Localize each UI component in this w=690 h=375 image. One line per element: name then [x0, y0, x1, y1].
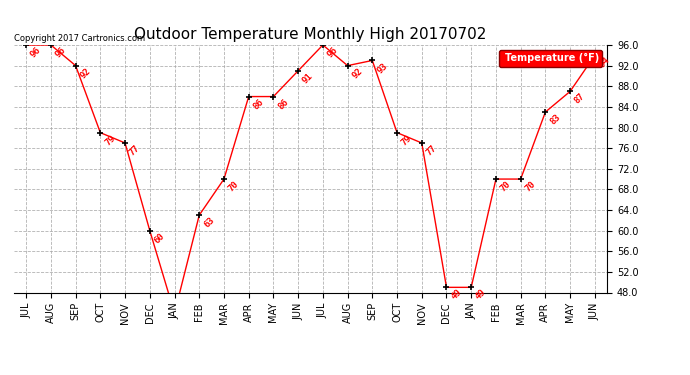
Text: 70: 70 [524, 180, 538, 194]
Text: 49: 49 [449, 288, 463, 302]
Title: Outdoor Temperature Monthly High 20170702: Outdoor Temperature Monthly High 2017070… [135, 27, 486, 42]
Text: Copyright 2017 Cartronics.com: Copyright 2017 Cartronics.com [14, 33, 145, 42]
Text: 87: 87 [573, 92, 587, 106]
Text: 63: 63 [202, 216, 216, 229]
Text: 79: 79 [400, 133, 414, 147]
Text: 77: 77 [424, 144, 439, 158]
Text: 96: 96 [54, 45, 68, 60]
Text: 93: 93 [375, 61, 389, 75]
Text: 86: 86 [276, 97, 290, 111]
Text: 86: 86 [251, 97, 266, 111]
Text: 91: 91 [301, 71, 315, 85]
Text: 70: 70 [227, 180, 241, 194]
Text: 92: 92 [351, 66, 364, 80]
Text: 60: 60 [152, 231, 166, 245]
Text: 77: 77 [128, 144, 142, 158]
Text: 83: 83 [548, 112, 562, 126]
Text: 79: 79 [103, 133, 117, 147]
Text: 94: 94 [598, 56, 611, 70]
Legend: Temperature (°F): Temperature (°F) [500, 50, 602, 67]
Text: 92: 92 [79, 66, 92, 80]
Text: 44: 44 [0, 374, 1, 375]
Text: 70: 70 [499, 180, 513, 194]
Text: 49: 49 [474, 288, 488, 302]
Text: 96: 96 [326, 45, 339, 60]
Text: 96: 96 [29, 45, 43, 60]
